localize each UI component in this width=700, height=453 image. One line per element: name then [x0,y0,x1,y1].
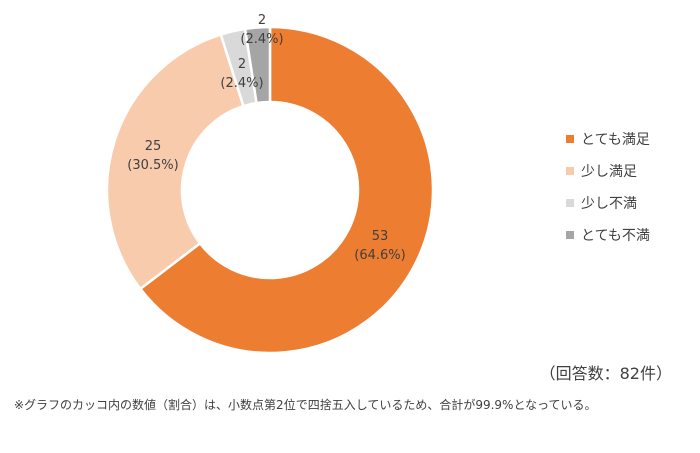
legend-label-somewhat-dissatisfied: 少し不満 [581,196,637,212]
data-label-value-somewhat-dissatisfied: 2 [238,57,246,72]
donut-slices [105,25,435,355]
slice-somewhat-satisfied [105,33,246,291]
data-label-value-very-dissatisfied: 2 [258,13,266,28]
data-labels: 53 (64.6%) 25 (30.5%) 2 (2.4%) 2 (2.4%) [127,13,405,263]
data-label-percent-somewhat-satisfied: (30.5%) [127,158,178,173]
data-label-percent-very-dissatisfied: (2.4%) [240,32,283,47]
slice-very-dissatisfied [243,25,272,105]
footnote: ※グラフのカッコ内の数値（割合）は、小数点第2位で四捨五入しているため、合計が9… [14,398,597,412]
data-label-value-somewhat-satisfied: 25 [145,139,162,154]
legend-label-somewhat-satisfied: 少し満足 [581,164,637,180]
response-count: （回答数：82件） [539,364,672,383]
data-label-percent-very-satisfied: (64.6%) [354,248,405,263]
data-label-value-very-satisfied: 53 [372,229,389,244]
data-label-percent-somewhat-dissatisfied: (2.4%) [220,76,263,91]
slice-very-satisfied [138,25,435,355]
legend-swatch-very-satisfied [566,135,574,143]
legend-swatch-very-dissatisfied [566,231,574,239]
legend-swatch-somewhat-dissatisfied [566,199,574,207]
legend-label-very-satisfied: とても満足 [581,132,650,148]
legend-label-very-dissatisfied: とても不満 [581,228,650,244]
legend-swatch-somewhat-satisfied [566,167,574,175]
